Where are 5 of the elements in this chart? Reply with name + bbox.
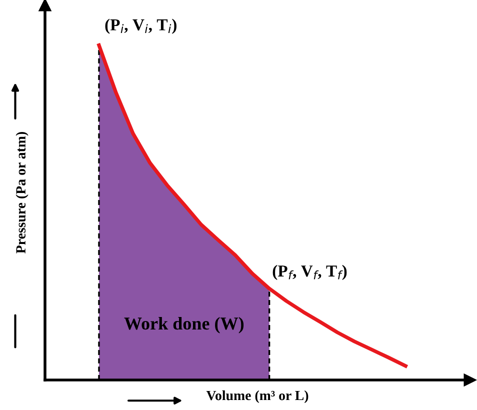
x-axis-title: Volume (m³ or L) — [206, 390, 308, 404]
annotation: (P$_{f}$, V$_{f}$, T$_{f}$) — [272, 264, 347, 280]
text: (P$_{i}$, V$_{i}$, T$_{i}$) — [105, 18, 176, 34]
y-axis-title: Pressure (Pa or atm) — [16, 132, 28, 254]
annotation: Work done (W) — [124, 316, 244, 334]
